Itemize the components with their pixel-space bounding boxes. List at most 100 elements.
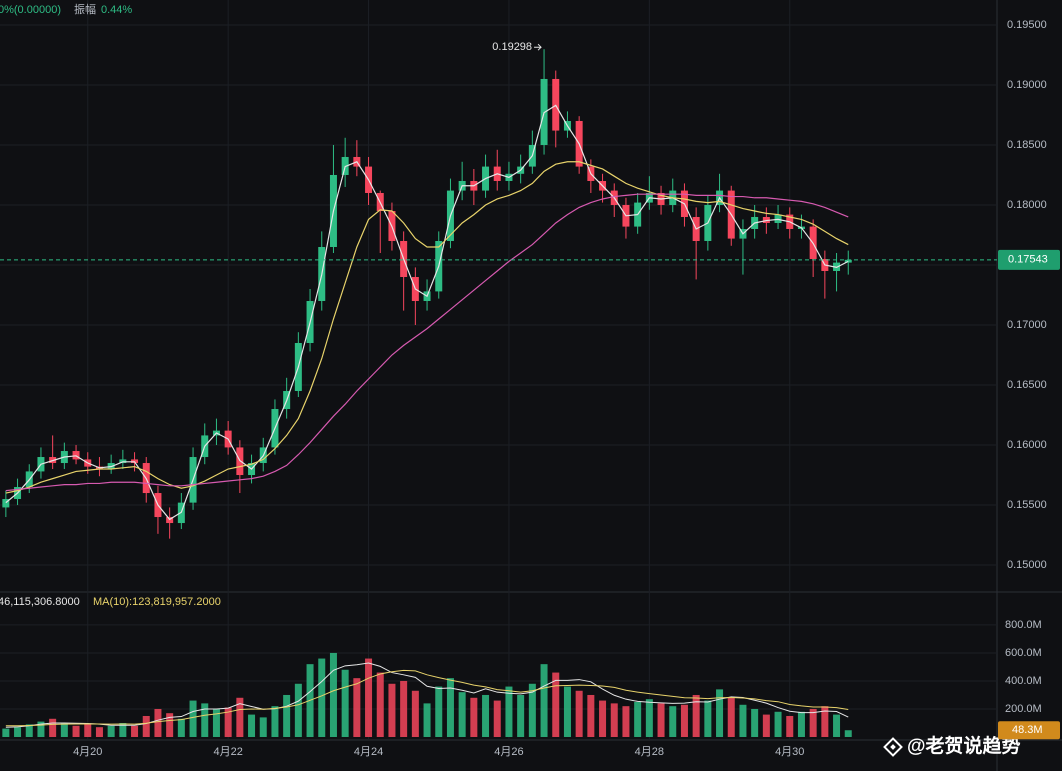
- volume-bar: [177, 718, 185, 737]
- last-volume-box: [998, 721, 1060, 740]
- volume-bar: [49, 718, 57, 737]
- volume-bar: [224, 707, 232, 737]
- volume-bar: [142, 715, 150, 737]
- amplitude: 0.44%: [101, 4, 132, 16]
- volume-bar: [645, 699, 653, 737]
- volume-bar: [84, 724, 92, 737]
- volume-bar: [587, 694, 595, 737]
- max-annotation: 0.19298: [492, 41, 532, 53]
- volume-bar: [458, 692, 466, 737]
- volume-bar: [470, 697, 478, 737]
- y-tick-label: 400.0M: [1005, 675, 1042, 687]
- volume-bar: [154, 708, 162, 737]
- volume-bar: [119, 722, 127, 737]
- annotation-arrow: [534, 43, 542, 51]
- volume-bar: [329, 652, 337, 737]
- last-price-box: [998, 249, 1060, 270]
- amplitude-label: 振幅: [74, 2, 96, 16]
- change: 0%(0.00000): [0, 4, 61, 16]
- watermark: @老贺说趋势: [907, 734, 1021, 757]
- volume-bar: [25, 724, 33, 737]
- volume-moving-average: [5, 669, 849, 727]
- moving-average: [5, 161, 849, 494]
- volume-ma5: 46,115,306.8000: [0, 596, 80, 608]
- candle-body: [131, 459, 139, 464]
- marks: [0, 49, 997, 737]
- volume-bar: [704, 700, 712, 737]
- volume-bar: [60, 722, 68, 737]
- volume-bar: [669, 706, 677, 737]
- volume-bar: [353, 678, 361, 737]
- y-tick-label: 0.17000: [1007, 319, 1047, 331]
- y-tick-label: 0.19500: [1007, 19, 1047, 31]
- volume-bar: [599, 700, 607, 737]
- volume-bar: [107, 725, 115, 737]
- volume-bar: [423, 703, 431, 737]
- volume-bar: [400, 680, 408, 737]
- volume-bar: [786, 715, 794, 737]
- volume-bar: [680, 704, 688, 737]
- volume-bar: [376, 672, 384, 737]
- volume-bar: [751, 708, 759, 737]
- volume-bar: [634, 701, 642, 737]
- volume-bar: [14, 727, 22, 737]
- volume-bar: [622, 706, 630, 737]
- x-tick-label: 4月28: [635, 746, 664, 758]
- volume-bar: [365, 658, 373, 737]
- volume-bar: [201, 703, 209, 737]
- volume-bar: [318, 658, 326, 737]
- volume-bar: [493, 700, 501, 737]
- y-tick-label: 0.15500: [1007, 499, 1047, 511]
- volume-bar: [283, 694, 291, 737]
- volume-bar: [809, 708, 817, 737]
- volume-bar: [610, 703, 618, 737]
- volume-bar: [739, 704, 747, 737]
- x-tick-label: 4月26: [494, 746, 523, 758]
- volume-bar: [435, 686, 443, 737]
- volume-bar: [341, 669, 349, 737]
- volume-bar: [821, 706, 829, 737]
- last-price-label: 0.17543: [1008, 254, 1048, 266]
- y-tick-label: 0.15000: [1007, 559, 1047, 571]
- moving-average: [5, 104, 849, 521]
- watermark-logo: [883, 737, 903, 757]
- volume-bar: [552, 672, 560, 737]
- volume-bar: [37, 721, 45, 737]
- volume-bar: [692, 694, 700, 737]
- volume-bar: [774, 711, 782, 737]
- x-tick-label: 4月24: [354, 746, 383, 758]
- volume-bar: [166, 713, 174, 737]
- volume-bar: [528, 683, 536, 737]
- y-tick-label: 0.18500: [1007, 139, 1047, 151]
- volume-bar: [95, 727, 103, 737]
- volume-bar: [505, 686, 513, 737]
- y-tick-label: 0.18000: [1007, 199, 1047, 211]
- volume-bar: [131, 725, 139, 737]
- y-tick-label: 600.0M: [1005, 647, 1042, 659]
- volume-bar: [797, 711, 805, 737]
- volume-bar: [294, 683, 302, 737]
- volume-bar: [716, 689, 724, 737]
- x-tick-label: 4月22: [213, 746, 242, 758]
- volume-bar: [833, 714, 841, 737]
- volume-bar: [563, 686, 571, 737]
- y-tick-label: 0.19000: [1007, 79, 1047, 91]
- y-tick-label: 200.0M: [1005, 703, 1042, 715]
- volume-bar: [2, 728, 10, 737]
- volume-bar: [762, 714, 770, 737]
- candle-body: [844, 259, 852, 263]
- x-tick-label: 4月20: [73, 746, 102, 758]
- volume-bar: [657, 703, 665, 737]
- volume-bar: [189, 700, 197, 737]
- volume-bar: [575, 690, 583, 737]
- volume-bar: [446, 678, 454, 737]
- y-tick-label: 800.0M: [1005, 619, 1042, 631]
- volume-bar: [259, 717, 267, 737]
- volume-bar: [212, 708, 220, 737]
- volume-bar: [482, 694, 490, 737]
- volume-bar: [72, 725, 80, 737]
- labels: 0%(0.00000) 振幅 0.44% 46,115,306.8000 MA(…: [0, 2, 1060, 758]
- volume-bar: [388, 683, 396, 737]
